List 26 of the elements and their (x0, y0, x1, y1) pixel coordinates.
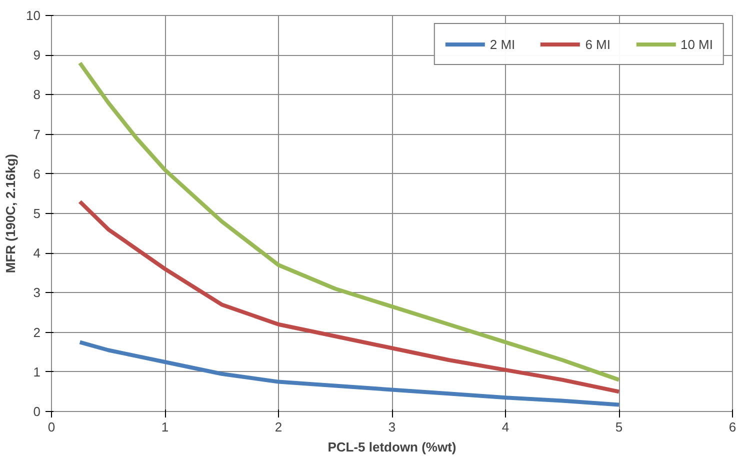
y-tick-label: 1 (33, 364, 41, 380)
legend-label: 10 MI (680, 36, 713, 52)
x-axis-title: PCL-5 letdown (%wt) (328, 440, 456, 454)
line-series (78, 340, 621, 407)
y-tick-label: 7 (33, 126, 41, 142)
y-tick-label: 6 (33, 166, 41, 182)
y-tick-label: 9 (33, 48, 41, 63)
y-tick-label: 10 (26, 8, 41, 23)
x-tick-label: 1 (161, 420, 169, 434)
x-tick-label: 0 (48, 420, 56, 434)
line-series (78, 200, 621, 394)
legend-label: 6 MI (585, 36, 610, 52)
x-tick-label: 4 (502, 420, 510, 434)
y-tick-label: 8 (33, 87, 41, 102)
legend-label: 2 MI (490, 36, 516, 52)
line-series (78, 61, 621, 382)
x-tick-label: 5 (615, 420, 623, 434)
y-tick-label: 5 (33, 206, 41, 221)
y-tick-label: 4 (33, 246, 41, 261)
y-axis-title: MFR (190C, 2.16kg) (3, 154, 18, 274)
y-tick-label: 3 (33, 285, 41, 300)
x-tick-label: 2 (274, 420, 282, 434)
x-tick-label: 3 (388, 420, 396, 434)
y-tick-label: 2 (33, 324, 41, 340)
y-tick-label: 0 (33, 404, 41, 419)
x-tick-label: 6 (728, 420, 736, 434)
